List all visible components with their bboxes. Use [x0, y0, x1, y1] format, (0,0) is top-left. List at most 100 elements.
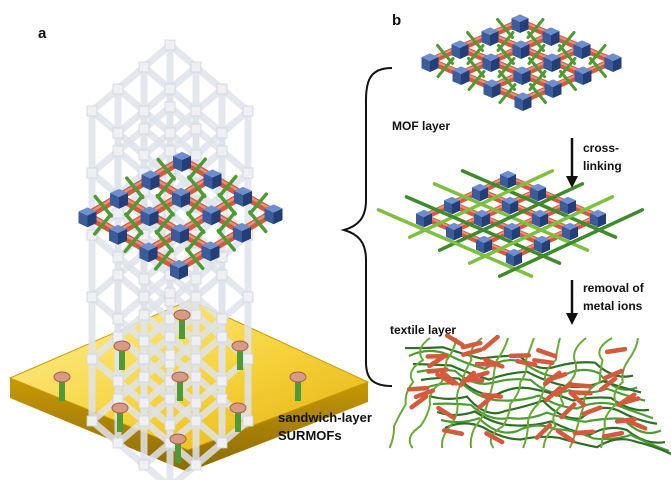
frame-node-3-3-2: [138, 335, 150, 347]
node-2-2-right: [512, 226, 520, 241]
textile-linker-15: [441, 428, 465, 436]
frame-node-2-2-3: [190, 273, 202, 285]
textile-linker-20: [435, 372, 456, 386]
textile-linker-4: [604, 346, 628, 355]
frame-node-1-1-0: [138, 123, 150, 135]
frame-node-1-2-0: [112, 145, 124, 157]
node-1-0-right: [490, 31, 499, 47]
node-0-3-right: [273, 208, 283, 225]
anchor-cap-2-0: [53, 371, 71, 383]
frame-node-3-0-2: [216, 269, 228, 281]
pillar-3-0-y: [436, 57, 455, 78]
node-0-0-left: [173, 155, 182, 172]
frame-node-0-1-0: [138, 61, 150, 73]
frame-node-3-1-2: [190, 291, 202, 303]
node-2-0-top: [110, 188, 128, 197]
node-0-2-left: [560, 200, 568, 215]
step2-line-1: removal of: [583, 281, 645, 295]
node-0-3-right: [598, 213, 606, 228]
anchor-stem-2-2: [175, 439, 181, 463]
frame-node-5-0-0: [164, 349, 176, 361]
frame-node-5-1-2: [190, 415, 202, 427]
textile-linker-21: [570, 390, 593, 396]
frame-node-0-2-3: [190, 149, 202, 161]
node-2-1-right: [491, 57, 500, 73]
anchor-cap-1-0: [113, 340, 131, 352]
textile-strand-9: [440, 416, 670, 452]
node-3-3-left: [514, 96, 523, 112]
frame-node-4-2-3: [190, 397, 202, 409]
node-2-2-left: [171, 227, 180, 244]
node-1-1-right: [181, 191, 190, 208]
node-3-1-left: [446, 226, 454, 241]
frame-node-0-0-1: [190, 61, 202, 73]
frame-node-0-3-0: [86, 105, 98, 117]
pillar-1-2-x: [186, 211, 206, 235]
textile-strand-8: [436, 410, 666, 444]
anchor-stem-1-1: [177, 377, 183, 401]
frame-node-1-0-1: [190, 123, 202, 135]
anchor-stem-0-1: [237, 346, 243, 370]
textile-linker-33: [553, 381, 573, 397]
node-3-2-right: [148, 246, 158, 263]
node-0-1-left: [203, 173, 213, 190]
node-1-3-left: [574, 70, 583, 86]
node-3-3-right: [523, 96, 532, 112]
frame-node-4-1-0: [138, 309, 150, 321]
node-3-1-top: [109, 224, 127, 233]
step1-line-1: cross-: [583, 141, 619, 155]
textile-linker-2: [481, 334, 500, 351]
textile-linker-28: [484, 431, 505, 445]
node-2-2-right: [180, 227, 189, 244]
frame-node-4-1-2: [190, 353, 202, 365]
curly-brace: [340, 67, 393, 387]
node-3-2-right: [484, 239, 492, 254]
frame-node-5-0-1: [190, 371, 202, 383]
node-2-0-top: [451, 40, 469, 48]
node-0-0-left: [511, 18, 520, 34]
textile-linker-24: [572, 429, 596, 436]
pillar-1-3-x: [559, 70, 577, 91]
frame-node-2-3-0: [86, 229, 98, 241]
node-0-3-right: [613, 57, 622, 73]
node-0-2-right: [568, 200, 576, 215]
node-0-0-top: [173, 151, 191, 160]
frame-node-0-1-1: [164, 83, 176, 95]
anchor-stem-0-0: [179, 315, 185, 339]
substrate-anchors: [53, 309, 307, 463]
frame-node-1-1-1: [164, 145, 176, 157]
textile-cross-4: [489, 337, 535, 449]
anchor-cap-0-0: [173, 309, 191, 321]
frame-node-3-1-3: [216, 313, 228, 325]
pillar-1-0-y: [156, 175, 176, 199]
textile-linker-31: [474, 361, 498, 367]
node-1-1-left: [512, 44, 521, 60]
frame-node-0-2-2: [164, 127, 176, 139]
frame-node-5-1-0: [138, 371, 150, 383]
node-1-0-left: [481, 31, 490, 47]
node-2-1-top: [140, 206, 159, 215]
frame-node-4-1-1: [164, 331, 176, 343]
node-2-3-right: [542, 239, 550, 254]
textile-cross-8: [600, 337, 639, 449]
strand-a-2: [404, 195, 562, 265]
crosslinking-arrow: [566, 138, 578, 188]
node-2-1-top: [482, 53, 500, 61]
pillar-0-2-y: [248, 192, 268, 216]
node-1-1-right: [521, 44, 530, 60]
textile-linker-38: [444, 333, 465, 348]
frame-node-0-0-0: [164, 39, 176, 51]
node-3-0-left: [421, 57, 430, 73]
node-3-1-right: [454, 226, 462, 241]
textile-linker-40: [534, 422, 553, 440]
textile-linker-13: [568, 390, 587, 408]
frame-node-5-2-0: [112, 393, 124, 405]
textile-linker-37: [555, 428, 576, 444]
pillar-2-3-x: [529, 83, 547, 104]
node-2-2-left: [513, 70, 522, 86]
frame-node-4-3-0: [86, 353, 98, 365]
node-1-3-right: [242, 226, 251, 243]
textile-strand-2: [412, 362, 642, 394]
pillar-0-3-x: [248, 210, 268, 234]
textile-strand-6: [428, 394, 658, 425]
